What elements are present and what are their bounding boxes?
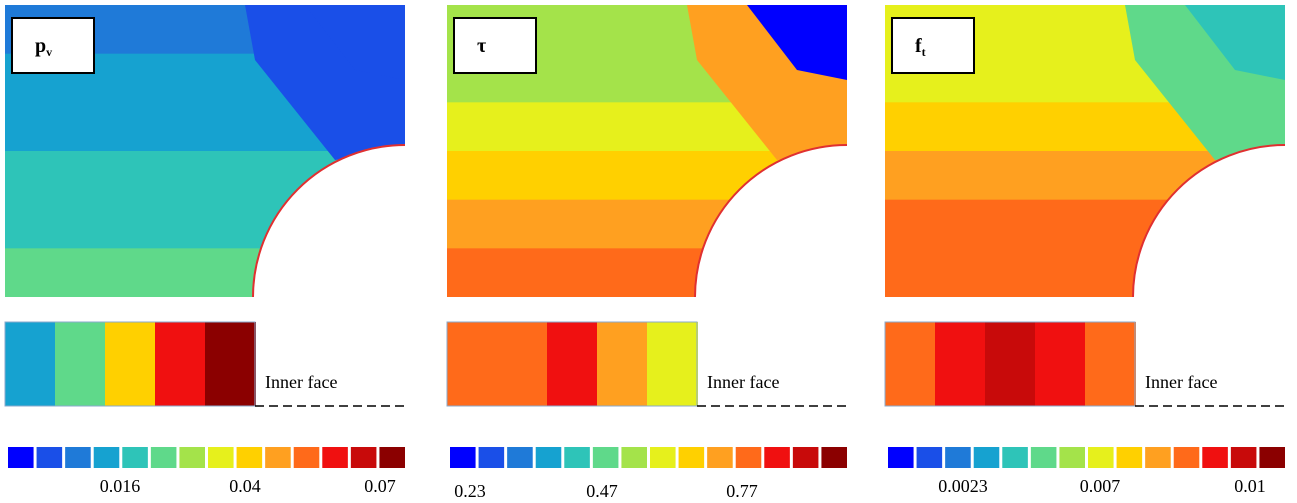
colorbar-swatch bbox=[179, 447, 205, 468]
strip-band bbox=[547, 322, 598, 406]
colorbar-swatch bbox=[678, 447, 705, 468]
colorbar-swatch bbox=[379, 447, 405, 468]
strip-band bbox=[105, 322, 156, 406]
label-box bbox=[453, 17, 537, 74]
colorbar-swatch bbox=[735, 447, 762, 468]
colorbar-swatch bbox=[350, 447, 377, 468]
label-main: p bbox=[35, 35, 46, 57]
colorbar-label: 0.0023 bbox=[938, 476, 988, 496]
colorbar-swatch bbox=[236, 447, 263, 468]
strip-band bbox=[935, 322, 986, 406]
colorbar-swatch bbox=[322, 447, 348, 468]
label-main: τ bbox=[477, 35, 486, 57]
colorbar-swatch bbox=[1116, 447, 1143, 468]
hole bbox=[694, 144, 847, 297]
strip-band bbox=[647, 322, 698, 406]
strip-band bbox=[447, 322, 498, 406]
label-box bbox=[891, 17, 975, 74]
label-box bbox=[11, 17, 95, 74]
colorbar-swatch bbox=[36, 447, 63, 468]
colorbar-swatch bbox=[1145, 447, 1171, 468]
colorbar-swatch bbox=[1030, 447, 1057, 468]
contour-plate bbox=[5, 5, 405, 297]
label-main: f bbox=[915, 35, 922, 57]
colorbar-swatch bbox=[150, 447, 177, 468]
colorbar-swatch bbox=[707, 447, 733, 468]
contour-region bbox=[747, 5, 847, 80]
strip-band bbox=[5, 322, 56, 406]
colorbar-swatch bbox=[450, 447, 476, 468]
strip-band bbox=[55, 322, 106, 406]
colorbar-swatch bbox=[1173, 447, 1200, 468]
colorbar-swatch bbox=[293, 447, 320, 468]
colorbar-swatch bbox=[8, 447, 34, 468]
strip-band bbox=[497, 322, 548, 406]
colorbar-swatch bbox=[1088, 447, 1114, 468]
colorbar-swatch bbox=[973, 447, 1000, 468]
colorbar-swatch bbox=[535, 447, 562, 468]
strip-border bbox=[884, 321, 1136, 407]
panel: τ Inner face 0.23 0.47 0.77 bbox=[446, 5, 847, 501]
annotation: Inner face bbox=[707, 372, 779, 392]
panel: ft Inner face 0.0023 0.007 0.01 bbox=[884, 5, 1285, 496]
hole bbox=[1132, 144, 1285, 297]
colorbar-swatch bbox=[208, 447, 234, 468]
colorbar-swatch bbox=[650, 447, 676, 468]
label-sub: v bbox=[46, 45, 52, 59]
colorbar-swatch bbox=[478, 447, 505, 468]
colorbar-label: 0.007 bbox=[1080, 476, 1121, 496]
strip-band bbox=[885, 322, 936, 406]
colorbar-label: 0.23 bbox=[454, 481, 486, 501]
colorbar-swatch bbox=[1230, 447, 1257, 468]
colorbar-swatch bbox=[93, 447, 120, 468]
colorbar-label: 0.04 bbox=[229, 476, 261, 496]
strip-band bbox=[205, 322, 256, 406]
annotation: Inner face bbox=[265, 372, 337, 392]
colorbar-label: 0.01 bbox=[1234, 476, 1266, 496]
colorbar-swatch bbox=[821, 447, 847, 468]
colorbar-swatch bbox=[265, 447, 291, 468]
colorbar-swatch bbox=[592, 447, 619, 468]
colorbar-swatch bbox=[1259, 447, 1285, 468]
strip-band bbox=[1035, 322, 1086, 406]
colorbar-swatch bbox=[888, 447, 914, 468]
colorbar-swatch bbox=[564, 447, 590, 468]
strip-band bbox=[597, 322, 648, 406]
hole bbox=[252, 144, 405, 297]
colorbar-label: 0.47 bbox=[586, 481, 618, 501]
colorbar-swatch bbox=[916, 447, 943, 468]
colorbar-swatch bbox=[792, 447, 819, 468]
strip-band bbox=[155, 322, 206, 406]
panel-label: pv bbox=[35, 35, 52, 59]
colorbar-label: 0.016 bbox=[100, 476, 141, 496]
colorbar-swatch bbox=[945, 447, 971, 468]
panel-label: ft bbox=[915, 35, 926, 59]
label-sub: t bbox=[922, 45, 926, 59]
contour-region bbox=[305, 5, 405, 80]
panel: pv Inner face 0.016 0.04 0.07 bbox=[4, 5, 405, 496]
colorbar-swatch bbox=[1202, 447, 1228, 468]
panel-label: τ bbox=[477, 35, 486, 57]
strip-band bbox=[985, 322, 1036, 406]
colorbar-swatch bbox=[764, 447, 790, 468]
strip-band bbox=[1085, 322, 1136, 406]
colorbar-swatch bbox=[507, 447, 533, 468]
colorbar-swatch bbox=[1059, 447, 1085, 468]
contour-region bbox=[1185, 5, 1285, 80]
colorbar-swatch bbox=[1002, 447, 1028, 468]
colorbar-label: 0.77 bbox=[726, 481, 758, 501]
colorbar-swatch bbox=[621, 447, 647, 468]
colorbar-swatch bbox=[65, 447, 91, 468]
strip-border bbox=[446, 321, 698, 407]
colorbar-label: 0.07 bbox=[364, 476, 396, 496]
colorbar-swatch bbox=[122, 447, 148, 468]
strip-border bbox=[4, 321, 256, 407]
annotation: Inner face bbox=[1145, 372, 1217, 392]
